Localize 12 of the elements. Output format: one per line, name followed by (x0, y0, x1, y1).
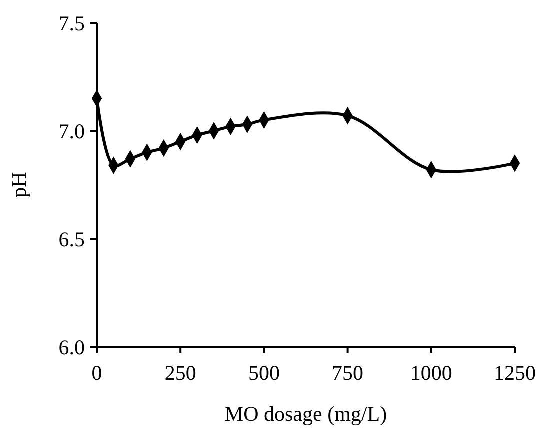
y-axis-title: pH (7, 172, 31, 198)
y-tick-label: 6.0 (58, 335, 85, 360)
y-tick-label: 7.0 (58, 119, 85, 144)
y-tick-label: 6.5 (58, 227, 85, 252)
x-axis-title: MO dosage (mg/L) (224, 402, 388, 426)
x-tick-label: 1250 (494, 361, 536, 385)
y-tick-label: 7.5 (58, 11, 85, 36)
x-tick-label: 500 (248, 361, 280, 385)
x-tick-label: 250 (164, 361, 196, 385)
x-tick-label: 0 (92, 361, 102, 385)
x-tick-label: 1000 (410, 361, 452, 385)
x-tick-label: 750 (332, 361, 364, 385)
